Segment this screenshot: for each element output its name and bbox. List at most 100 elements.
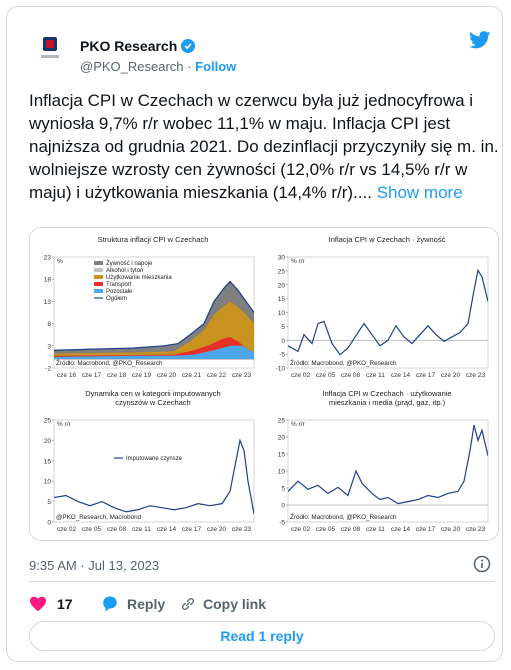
handle[interactable]: @PKO_Research [80,59,184,74]
y-tick-label: 8 [47,321,51,328]
x-tick-label: cze 11 [366,526,385,533]
verified-badge [181,39,196,53]
x-tick-label: cze 14 [391,372,411,379]
x-tick-label: cze 16 [57,372,77,379]
x-tick-label: cze 08 [341,526,361,533]
legend-label: Żywność i napoje [106,260,153,267]
legend-label: Pozostałe [106,289,133,295]
show-more[interactable]: Show more [376,183,463,202]
like-count[interactable]: 17 [57,596,73,612]
y-tick-label: 25 [278,418,286,425]
y-tick-label: 0 [47,520,51,527]
y-tick-label: -5 [279,520,285,527]
x-tick-label: cze 23 [466,372,486,379]
y-tick-label: 15 [278,452,286,459]
y-tick-label: 5 [47,499,51,506]
chart-title: Struktura inflacji CPI w Czechach [98,235,209,244]
x-tick-label: cze 20 [441,526,461,533]
x-tick-label: cze 23 [232,372,252,379]
read-replies-button[interactable]: Read 1 reply [29,621,495,651]
follow-link[interactable]: Follow [195,59,237,74]
x-tick-label: cze 14 [157,526,177,533]
x-tick-label: cze 17 [182,526,202,533]
x-tick-label: cze 23 [232,526,252,533]
chart-title: Dynamika cen w kategorii imputowanych [85,389,220,398]
source-note: Źródło: Macrobond, @PKO_Research [290,512,397,521]
y-tick-label: 25 [278,268,286,275]
y-tick-label: 23 [44,255,52,262]
unit-label: % r/r [291,421,306,428]
tweet-text: Inflacja CPI w Czechach w czerwcu była j… [29,89,499,204]
y-tick-label: 10 [278,310,286,317]
x-tick-label: cze 08 [341,372,361,379]
x-tick-label: cze 05 [82,526,102,533]
chart-title: czynszów w Czechach [115,398,190,407]
x-tick-label: cze 23 [466,526,486,533]
y-tick-label: 25 [44,418,52,425]
reply-button[interactable]: Reply [127,596,166,612]
name[interactable]: PKO Research [80,38,178,54]
plot-drawing [288,425,488,504]
x-tick-label: cze 02 [57,526,77,533]
y-tick-label: 0 [281,503,285,510]
separator: · [187,59,192,74]
y-tick-label: 20 [44,438,52,445]
chart-title: Inflacja CPI w Czechach · żywność [329,235,446,244]
y-tick-label: 10 [278,469,286,476]
source-note: Źródło: Macrobond, @PKO_Research [290,358,397,367]
avatar [41,37,59,58]
y-tick-label: 30 [278,255,286,262]
x-tick-label: cze 11 [132,526,151,533]
x-tick-label: cze 05 [316,526,336,533]
like-icon[interactable] [29,596,47,612]
handle-row: @PKO_Research · Follow [80,59,236,74]
x-tick-label: cze 20 [157,372,177,379]
x-tick-label: cze 11 [366,372,385,379]
plot-drawing [54,440,254,513]
info-icon[interactable] [473,555,491,573]
legend-label: Imputowane czynsze [126,456,183,462]
plot-drawing [54,281,254,360]
y-tick-label: 15 [44,458,52,465]
chart-title: mieszkania i media (prąd, gaz, itp.) [329,398,446,407]
tweet-image[interactable]: Struktura inflacji CPI w Czechach% 23 18 13… [29,227,499,541]
source-note: @PKO_Research, Macrobond [56,514,142,521]
unit-label: % r/r [57,421,72,428]
legend-swatch [94,268,103,272]
timestamp[interactable]: 9:35 AM · Jul 13, 2023 [29,558,160,573]
x-tick-label: cze 18 [107,372,127,379]
unit-label: % [57,258,63,265]
legend-swatch [94,289,103,293]
copy-link-button[interactable]: Copy link [203,596,267,612]
plot-frame [53,419,255,523]
y-tick-label: 0 [281,338,285,345]
y-tick-label: 5 [281,324,285,331]
y-tick-label: 20 [278,435,286,442]
twitter-logo[interactable] [469,31,491,49]
link-icon[interactable] [180,596,196,612]
x-tick-label: cze 20 [207,526,227,533]
x-tick-label: cze 02 [291,372,311,379]
x-tick-label: cze 20 [441,372,461,379]
legend-label: Alkohol i tytoń [106,268,143,274]
chart-title: Inflacja CPI w Czechach · użytkowanie [322,389,451,398]
x-tick-label: cze 17 [416,526,436,533]
chart-image: Struktura inflacji CPI w Czechach% 23 18 13… [30,228,498,540]
legend-swatch [94,261,103,265]
x-tick-label: cze 17 [416,372,436,379]
x-tick-label: cze 17 [82,372,102,379]
source-note: Źródło: Macrobond, @PKO_Research [56,358,163,367]
author-name[interactable]: PKO Research [80,38,196,54]
y-tick-label: 3 [47,343,51,350]
x-tick-label: cze 22 [207,372,227,379]
x-tick-label: cze 19 [132,372,152,379]
y-tick-label: 10 [44,479,52,486]
text: Inflacja CPI w Czechach w czerwcu była j… [29,91,499,202]
y-tick-label: -2 [45,366,51,373]
y-tick-label: 5 [281,486,285,493]
reply-icon[interactable] [101,595,119,613]
x-tick-label: cze 08 [107,526,127,533]
y-tick-label: 18 [44,277,52,284]
tweet-card: PKO Research @PKO_Research · Follow Infl… [6,6,503,662]
